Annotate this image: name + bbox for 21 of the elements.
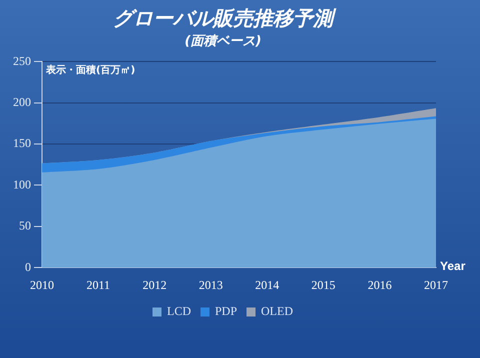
x-axis-title: Year xyxy=(440,258,466,273)
x-tick-label: 2013 xyxy=(198,278,223,292)
x-tick-label: 2011 xyxy=(86,278,110,292)
x-tick-label: 2010 xyxy=(30,278,54,292)
y-tick-label: 0 xyxy=(25,260,31,274)
y-tick-label: 150 xyxy=(13,136,31,150)
y-axis-title: 表示・面積(百万㎡) xyxy=(45,64,136,76)
x-tick-label: 2015 xyxy=(311,278,336,292)
y-tick-label: 100 xyxy=(13,177,31,192)
x-tick-label: 2016 xyxy=(368,278,392,292)
legend-label: PDP xyxy=(214,304,238,318)
x-tick-label: 2012 xyxy=(142,278,167,292)
y-tick-label: 200 xyxy=(13,94,31,109)
chart-subtitle: (面積ベース) xyxy=(184,34,262,50)
legend-label: OLED xyxy=(261,304,294,318)
y-tick-label: 50 xyxy=(19,218,31,233)
x-tick-label: 2017 xyxy=(424,278,448,292)
x-tick-label: 2014 xyxy=(255,278,280,292)
legend-label: LCD xyxy=(166,304,192,318)
chart-title: グローバル販売推移予測 xyxy=(113,6,337,30)
y-tick-label: 250 xyxy=(13,54,31,68)
